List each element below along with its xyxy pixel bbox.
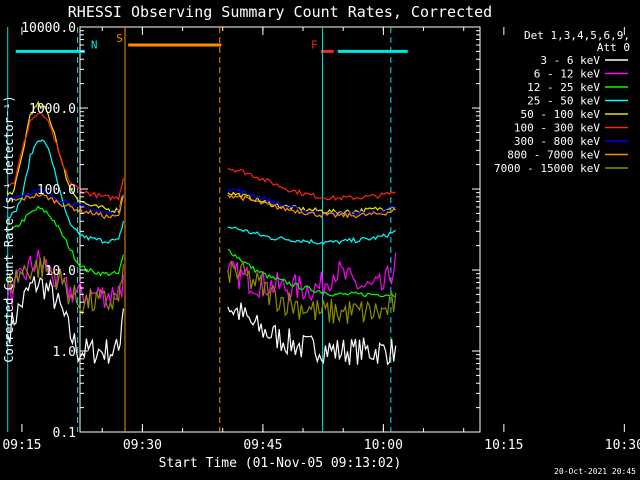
y-tick-label: 1000.0 <box>29 102 76 117</box>
legend-label: 300 - 800 keV <box>514 135 600 148</box>
legend-label: 50 - 100 keV <box>521 108 601 121</box>
legend-header-line-1: Det 1,3,4,5,6,9, <box>524 29 630 42</box>
y-tick-label: 10.0 <box>45 264 76 279</box>
x-tick-label: 09:30 <box>123 438 162 453</box>
series-line <box>7 112 397 202</box>
series-line <box>7 276 397 366</box>
legend-label: 6 - 12 keV <box>534 68 601 81</box>
y-tick-label: 0.1 <box>53 426 76 441</box>
x-tick-label: 10:15 <box>484 438 523 453</box>
legend-header-line-2: Att 0 <box>597 41 630 54</box>
plot-frame <box>79 26 481 433</box>
x-tick-label: 09:45 <box>243 438 282 453</box>
series-line <box>7 188 397 218</box>
x-tick-label: 10:30 <box>605 438 640 453</box>
legend-label: 100 - 300 keV <box>514 122 600 135</box>
y-tick-label: 10000.0 <box>21 21 76 36</box>
chart-title: RHESSI Observing Summary Count Rates, Co… <box>68 3 492 21</box>
footer-date: 20-Oct-2021 20:45 <box>554 467 636 476</box>
x-tick-label: 10:00 <box>364 438 403 453</box>
y-axis-label: Corrected Count Rate (s⁻¹ detector⁻¹) <box>2 95 16 362</box>
legend-label: 3 - 6 keV <box>540 54 600 67</box>
series-line <box>7 192 396 220</box>
legend-label: 25 - 50 keV <box>527 95 600 108</box>
series-line <box>7 256 397 324</box>
series-line <box>7 139 397 245</box>
legend-label: 800 - 7000 keV <box>507 149 600 162</box>
y-tick-label: 100.0 <box>37 183 76 198</box>
x-axis-label: Start Time (01-Nov-05 09:13:02) <box>159 456 402 471</box>
x-tick-label: 09:15 <box>2 438 41 453</box>
flag-label-n: N <box>91 38 98 51</box>
legend-label: 12 - 25 keV <box>527 81 600 94</box>
series-line <box>7 249 397 308</box>
flag-label-f: F <box>311 38 318 51</box>
flag-label-s: S <box>116 32 123 45</box>
series-line <box>7 205 396 298</box>
legend-label: 7000 - 15000 keV <box>494 162 600 175</box>
y-tick-label: 1.0 <box>53 345 76 360</box>
